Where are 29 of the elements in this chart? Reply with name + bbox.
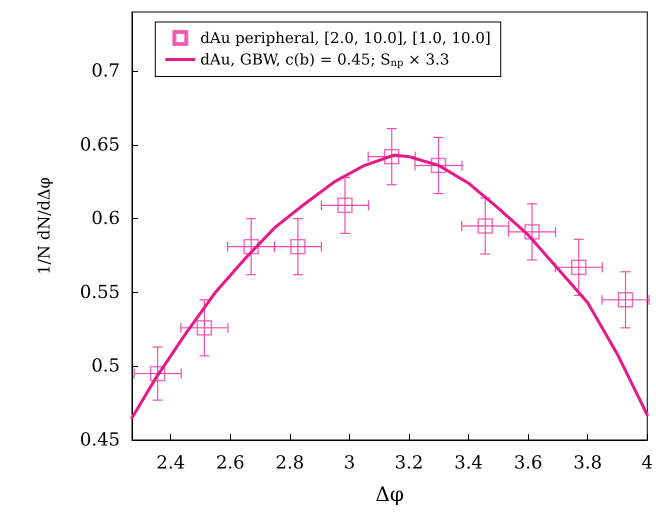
y-tick-label: 0.45 (80, 430, 120, 450)
x-tick-label: 4 (642, 452, 653, 474)
point (477, 218, 493, 234)
point (337, 198, 353, 214)
legend-label: dAu peripheral, [2.0, 10.0], [1.0, 10.0] (200, 29, 491, 47)
point (384, 148, 400, 164)
x-tick-label: 3.6 (514, 452, 542, 474)
x-tick-label: 3.8 (573, 452, 602, 474)
point (150, 366, 166, 382)
point (618, 292, 634, 308)
y-tick-label: 0.6 (91, 208, 120, 230)
point (571, 260, 587, 276)
y-tick-label: 0.55 (80, 282, 120, 303)
x-tick-label: 2.8 (276, 452, 304, 474)
x-tick-label: 2.4 (156, 452, 186, 474)
point (524, 224, 540, 240)
y-axis-title: 1/N dN/dΔφ (34, 177, 54, 275)
y-tick-label: 0.65 (80, 134, 120, 156)
x-tick-label: 3.2 (394, 452, 424, 474)
x-tick-label: 2.6 (216, 452, 245, 474)
point (196, 320, 212, 336)
point (430, 158, 446, 174)
x-tick-label: 3.4 (454, 452, 483, 474)
point (243, 238, 259, 254)
point (290, 238, 306, 254)
y-tick-label: 0.7 (91, 60, 120, 82)
y-tick-label: 0.5 (91, 356, 120, 377)
x-tick-label: 3 (344, 452, 356, 474)
x-axis-title: Δφ (375, 482, 404, 506)
